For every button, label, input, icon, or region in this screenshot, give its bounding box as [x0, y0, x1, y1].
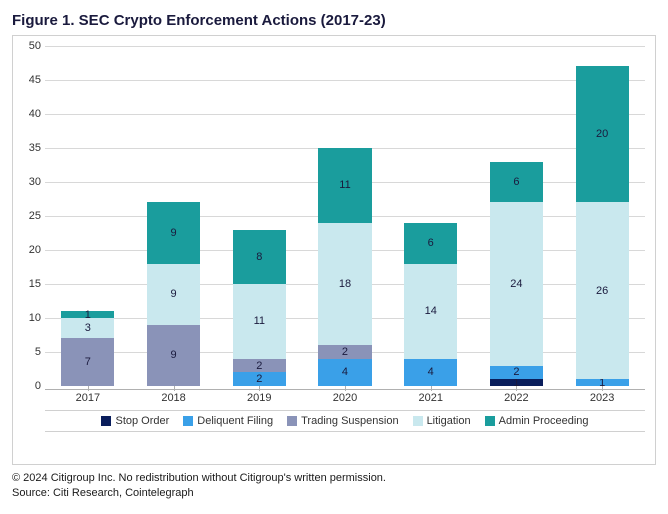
bar-2022: 12246 — [490, 46, 543, 386]
x-tick — [174, 386, 175, 391]
x-tick — [345, 386, 346, 391]
y-axis: 05101520253035404550 — [21, 46, 45, 386]
chart-frame: 05101520253035404550 7319992211842181141… — [12, 35, 656, 465]
legend-item-stop_order: Stop Order — [101, 415, 169, 427]
segment-value-label: 2 — [490, 366, 543, 378]
segment-value-label: 2 — [233, 360, 286, 372]
y-tick-label: 5 — [35, 346, 41, 358]
legend-swatch — [287, 416, 297, 426]
y-tick-label: 10 — [29, 312, 41, 324]
y-tick-label: 45 — [29, 74, 41, 86]
segment-value-label: 9 — [147, 349, 200, 361]
legend-label: Litigation — [427, 415, 471, 427]
x-label: 2021 — [418, 392, 442, 404]
x-label: 2017 — [76, 392, 100, 404]
segment-value-label: 6 — [490, 176, 543, 188]
segment-value-label: 24 — [490, 278, 543, 290]
y-tick-label: 0 — [35, 380, 41, 392]
legend-label: Stop Order — [115, 415, 169, 427]
legend: Stop Order Deliquent Filing Trading Suspen… — [45, 410, 645, 432]
segment-value-label: 6 — [404, 237, 457, 249]
x-label: 2023 — [590, 392, 614, 404]
y-tick-label: 50 — [29, 40, 41, 52]
x-tick — [602, 386, 603, 391]
x-label: 2018 — [161, 392, 185, 404]
copyright-text: © 2024 Citigroup Inc. No redistribution … — [12, 471, 656, 486]
segment-value-label: 4 — [318, 366, 371, 378]
segment-value-label: 2 — [318, 346, 371, 358]
segment-value-label: 18 — [318, 278, 371, 290]
legend-swatch — [485, 416, 495, 426]
legend-item-trading_suspension: Trading Suspension — [287, 415, 398, 427]
segment-value-label: 11 — [318, 179, 371, 191]
segment-value-label: 2 — [233, 373, 286, 385]
figure-footer: © 2024 Citigroup Inc. No redistribution … — [12, 471, 656, 502]
segment-value-label: 8 — [233, 251, 286, 263]
x-tick — [431, 386, 432, 391]
y-tick-label: 20 — [29, 244, 41, 256]
bar-2017: 7 31 — [61, 46, 114, 386]
bar-2019: 22 11 8 — [233, 46, 286, 386]
figure-title: Figure 1. SEC Crypto Enforcement Actions… — [12, 12, 656, 29]
segment-value-label: 7 — [61, 356, 114, 368]
x-axis-labels: 2017 2018 2019 2020 2021 2022 2023 — [45, 386, 645, 406]
bar-2018: 9 9 9 — [147, 46, 200, 386]
legend-swatch — [183, 416, 193, 426]
legend-label: Admin Proceeding — [499, 415, 589, 427]
segment-value-label: 14 — [404, 305, 457, 317]
segment-value-label: 20 — [576, 128, 629, 140]
source-text: Source: Citi Research, Cointelegraph — [12, 486, 656, 501]
y-tick-label: 25 — [29, 210, 41, 222]
segment-value-label: 11 — [233, 315, 286, 327]
segment-value-label: 1 — [61, 309, 114, 321]
legend-swatch — [101, 416, 111, 426]
x-label: 2022 — [504, 392, 528, 404]
y-tick-label: 15 — [29, 278, 41, 290]
bar-2023: 12620 — [576, 46, 629, 386]
legend-label: Trading Suspension — [301, 415, 398, 427]
legend-item-delinquent_filing: Deliquent Filing — [183, 415, 273, 427]
legend-item-admin_proceeding: Admin Proceeding — [485, 415, 589, 427]
segment-value-label: 26 — [576, 285, 629, 297]
y-tick-label: 30 — [29, 176, 41, 188]
y-tick-label: 35 — [29, 142, 41, 154]
legend-item-litigation: Litigation — [413, 415, 471, 427]
segment-value-label: 4 — [404, 366, 457, 378]
bar-2020: 4 2 18 11 — [318, 46, 371, 386]
x-tick — [259, 386, 260, 391]
bar-2021: 4 14 6 — [404, 46, 457, 386]
y-tick-label: 40 — [29, 108, 41, 120]
segment-value-label: 9 — [147, 227, 200, 239]
x-tick — [88, 386, 89, 391]
x-label: 2019 — [247, 392, 271, 404]
segment-value-label: 3 — [61, 322, 114, 334]
bars-container: 7319992211842181141461224612620 — [45, 46, 645, 386]
x-label: 2020 — [333, 392, 357, 404]
legend-label: Deliquent Filing — [197, 415, 273, 427]
x-tick — [516, 386, 517, 391]
legend-swatch — [413, 416, 423, 426]
plot-area: 05101520253035404550 7319992211842181141… — [45, 46, 645, 386]
segment-value-label: 9 — [147, 288, 200, 300]
